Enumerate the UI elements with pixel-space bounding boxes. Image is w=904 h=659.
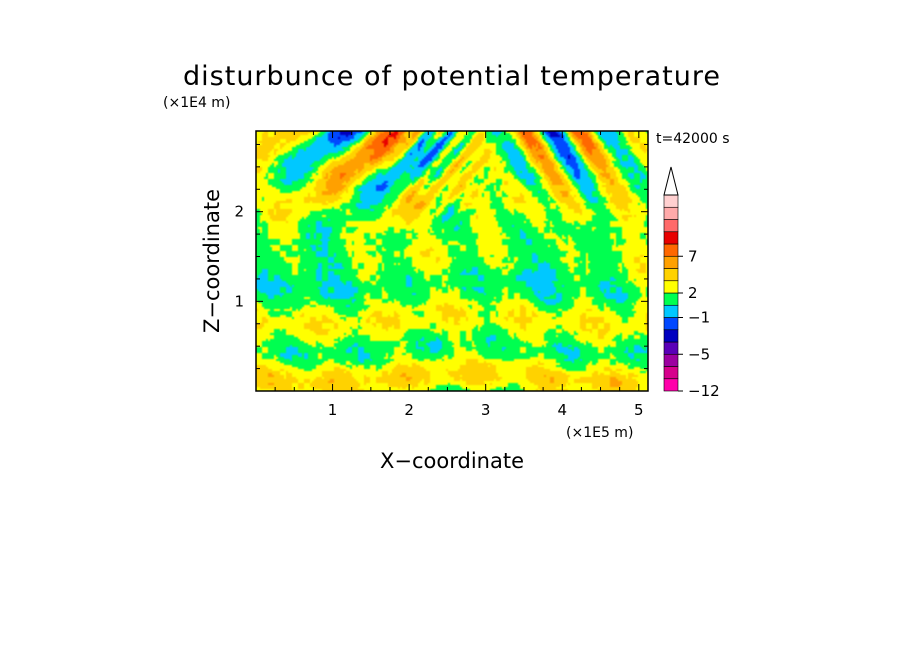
- colorbar-segment: [663, 378, 679, 392]
- colorbar-segment: [663, 292, 679, 306]
- x-unit-label: (×1E5 m): [566, 425, 633, 441]
- colorbar-segment: [663, 366, 679, 380]
- colorbar-segment: [663, 280, 679, 294]
- plot-frame: [255, 130, 649, 392]
- colorbar-label: −12: [688, 382, 720, 400]
- colorbar-segment: [663, 329, 679, 343]
- colorbar-segment: [663, 341, 679, 355]
- colorbar-segment: [663, 304, 679, 318]
- colorbar-segment: [663, 317, 679, 331]
- x-tick-label: 3: [481, 401, 491, 419]
- colorbar-segment: [663, 219, 679, 233]
- chart-title: disturbunce of potential temperature: [183, 61, 721, 92]
- axis-ticks: [256, 131, 648, 391]
- colorbar: [663, 166, 679, 392]
- colorbar-segment: [663, 231, 679, 245]
- x-tick-label: 1: [328, 401, 338, 419]
- colorbar-extend-arrow: [663, 166, 679, 196]
- y-axis-title: Z−coordinate: [200, 189, 224, 333]
- colorbar-label: 7: [688, 247, 698, 265]
- contour-image: [256, 131, 648, 391]
- x-axis-title: X−coordinate: [380, 449, 524, 473]
- y-tick-label: 2: [234, 203, 244, 221]
- colorbar-segment: [663, 255, 679, 269]
- colorbar-segment: [663, 243, 679, 257]
- colorbar-label: 2: [688, 284, 698, 302]
- time-label: t=42000 s: [656, 131, 730, 147]
- colorbar-segment: [663, 206, 679, 220]
- colorbar-segment: [663, 194, 679, 208]
- colorbar-label: −1: [688, 309, 710, 327]
- colorbar-segment: [663, 268, 679, 282]
- y-tick-label: 1: [234, 292, 244, 310]
- colorbar-segment: [663, 353, 679, 367]
- y-unit-label: (×1E4 m): [163, 95, 230, 111]
- x-tick-label: 4: [557, 401, 567, 419]
- axis-tick-labels: 1 2 3 4 5 1 2: [234, 203, 643, 419]
- colorbar-labels: −12−5−127: [678, 247, 720, 400]
- colorbar-label: −5: [688, 345, 710, 363]
- x-tick-label: 2: [404, 401, 414, 419]
- contour-field: [256, 131, 648, 391]
- x-tick-label: 5: [634, 401, 644, 419]
